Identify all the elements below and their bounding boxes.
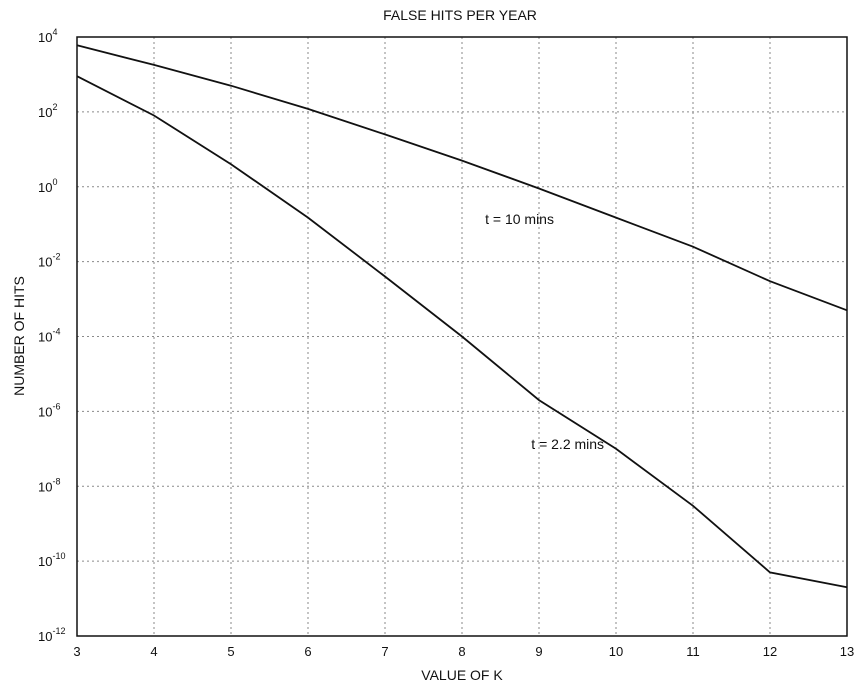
y-tick-label: 10-2 xyxy=(38,252,60,270)
plot-frame xyxy=(76,36,848,637)
series-lines xyxy=(76,44,848,589)
x-tick-labels: 3 4 5 6 7 8 9 10 11 12 13 xyxy=(73,644,854,659)
x-tick-label: 10 xyxy=(609,644,623,659)
series-line-2 xyxy=(76,75,848,589)
series-label-2: t = 2.2 mins xyxy=(531,436,604,452)
x-tick-label: 3 xyxy=(73,644,80,659)
y-tick-label: 10-8 xyxy=(38,476,60,494)
x-tick-label: 12 xyxy=(763,644,777,659)
series-line-1 xyxy=(76,44,848,312)
x-tick-label: 13 xyxy=(840,644,854,659)
y-axis-label: NUMBER OF HITS xyxy=(11,276,27,396)
x-tick-label: 9 xyxy=(535,644,542,659)
y-tick-label: 10-6 xyxy=(38,401,60,419)
y-tick-label: 10-10 xyxy=(38,551,65,569)
x-tick-label: 8 xyxy=(458,644,465,659)
y-tick-label: 10-4 xyxy=(38,327,60,345)
y-tick-label: 102 xyxy=(38,102,57,120)
chart-title: FALSE HITS PER YEAR xyxy=(383,7,537,23)
series-label-1: t = 10 mins xyxy=(485,211,554,227)
series-annotations: t = 10 mins t = 2.2 mins xyxy=(485,211,604,452)
y-tick-label: 104 xyxy=(38,27,57,45)
x-tick-label: 5 xyxy=(227,644,234,659)
x-tick-label: 6 xyxy=(304,644,311,659)
y-tick-labels: 104 102 100 10-2 10-4 10-6 10-8 10-10 10-12 xyxy=(38,27,65,644)
x-tick-label: 7 xyxy=(381,644,388,659)
x-axis-label: VALUE OF K xyxy=(421,667,503,683)
y-tick-label: 100 xyxy=(38,177,57,195)
x-tick-label: 4 xyxy=(150,644,157,659)
y-tick-label: 10-12 xyxy=(38,626,65,644)
x-tick-label: 11 xyxy=(686,644,700,659)
